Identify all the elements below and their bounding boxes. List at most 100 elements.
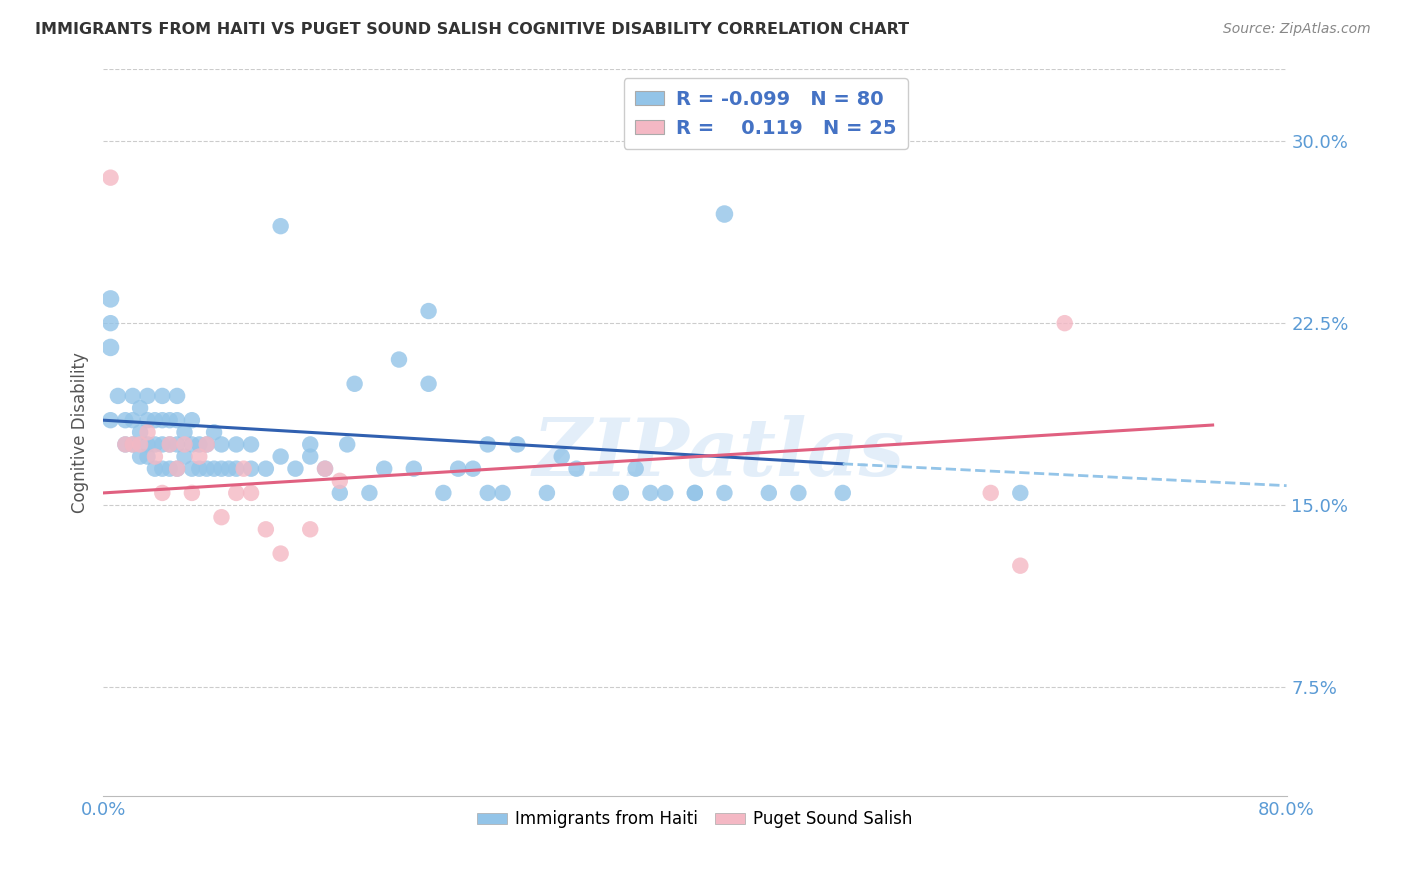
Point	[100, 170, 122, 185]
Point	[270, 219, 292, 234]
Point	[284, 461, 307, 475]
Point	[713, 486, 735, 500]
Point	[373, 461, 395, 475]
Point	[188, 437, 211, 451]
Point	[683, 486, 706, 500]
Point	[150, 461, 173, 475]
Point	[336, 437, 359, 451]
Point	[121, 437, 143, 451]
Point	[180, 461, 202, 475]
Point	[1010, 558, 1032, 573]
Point	[150, 413, 173, 427]
Point	[129, 425, 152, 440]
Point	[536, 486, 558, 500]
Point	[143, 461, 166, 475]
Point	[100, 316, 122, 330]
Point	[173, 425, 195, 440]
Point	[129, 401, 152, 415]
Point	[143, 437, 166, 451]
Legend: Immigrants from Haiti, Puget Sound Salish: Immigrants from Haiti, Puget Sound Salis…	[471, 804, 920, 835]
Point	[683, 486, 706, 500]
Point	[359, 486, 381, 500]
Point	[195, 437, 218, 451]
Point	[299, 522, 322, 536]
Text: ZIPatlas: ZIPatlas	[533, 416, 904, 493]
Point	[758, 486, 780, 500]
Point	[610, 486, 633, 500]
Text: IMMIGRANTS FROM HAITI VS PUGET SOUND SALISH COGNITIVE DISABILITY CORRELATION CHA: IMMIGRANTS FROM HAITI VS PUGET SOUND SAL…	[35, 22, 910, 37]
Point	[143, 413, 166, 427]
Point	[225, 437, 247, 451]
Point	[195, 461, 218, 475]
Point	[1053, 316, 1076, 330]
Point	[150, 486, 173, 500]
Point	[159, 437, 181, 451]
Point	[299, 437, 322, 451]
Point	[232, 461, 254, 475]
Point	[159, 413, 181, 427]
Point	[136, 437, 159, 451]
Point	[461, 461, 484, 475]
Point	[343, 376, 366, 391]
Point	[388, 352, 411, 367]
Point	[270, 450, 292, 464]
Point	[447, 461, 470, 475]
Point	[299, 450, 322, 464]
Point	[654, 486, 676, 500]
Point	[565, 461, 588, 475]
Point	[624, 461, 647, 475]
Point	[329, 486, 352, 500]
Point	[173, 450, 195, 464]
Point	[166, 389, 188, 403]
Point	[225, 461, 247, 475]
Point	[121, 437, 143, 451]
Point	[180, 437, 202, 451]
Point	[143, 450, 166, 464]
Point	[114, 437, 136, 451]
Point	[150, 437, 173, 451]
Point	[136, 450, 159, 464]
Point	[100, 292, 122, 306]
Point	[166, 461, 188, 475]
Point	[100, 340, 122, 354]
Point	[254, 461, 277, 475]
Point	[211, 510, 233, 524]
Point	[314, 461, 336, 475]
Point	[831, 486, 853, 500]
Point	[713, 207, 735, 221]
Point	[477, 486, 499, 500]
Point	[1010, 486, 1032, 500]
Point	[107, 389, 129, 403]
Point	[640, 486, 662, 500]
Point	[202, 425, 225, 440]
Point	[114, 413, 136, 427]
Point	[225, 486, 247, 500]
Point	[432, 486, 454, 500]
Point	[551, 450, 574, 464]
Point	[240, 486, 263, 500]
Point	[188, 450, 211, 464]
Point	[180, 486, 202, 500]
Point	[202, 461, 225, 475]
Point	[211, 461, 233, 475]
Point	[491, 486, 513, 500]
Point	[129, 450, 152, 464]
Point	[166, 437, 188, 451]
Point	[136, 389, 159, 403]
Point	[506, 437, 529, 451]
Text: Source: ZipAtlas.com: Source: ZipAtlas.com	[1223, 22, 1371, 37]
Point	[166, 413, 188, 427]
Point	[980, 486, 1002, 500]
Point	[402, 461, 425, 475]
Point	[254, 522, 277, 536]
Point	[240, 437, 263, 451]
Point	[418, 304, 440, 318]
Point	[150, 389, 173, 403]
Point	[121, 389, 143, 403]
Point	[136, 425, 159, 440]
Point	[121, 413, 143, 427]
Point	[211, 437, 233, 451]
Point	[787, 486, 810, 500]
Point	[314, 461, 336, 475]
Point	[100, 413, 122, 427]
